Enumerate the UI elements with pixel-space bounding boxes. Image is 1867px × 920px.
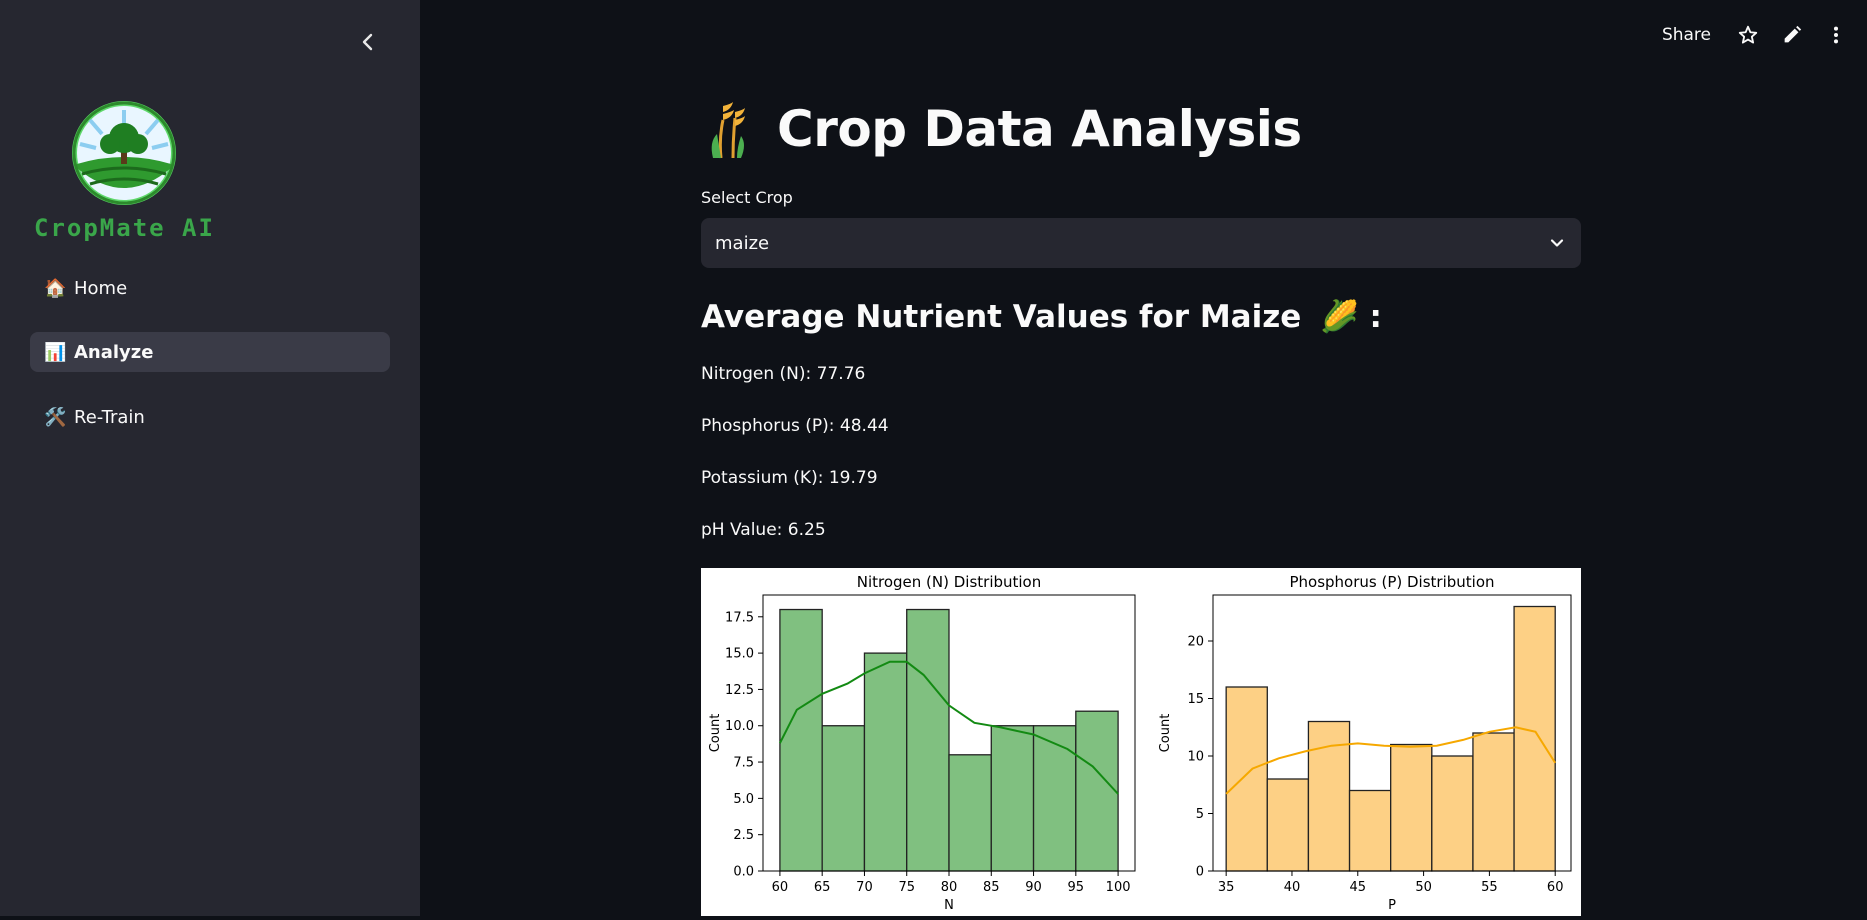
sidebar-item-retrain[interactable]: 🛠️ Re-Train bbox=[30, 397, 390, 437]
edit-pencil-icon[interactable] bbox=[1781, 24, 1803, 46]
chart-2-kde-line bbox=[1225, 726, 1557, 795]
chart-1-bar bbox=[1075, 710, 1119, 872]
select-crop-label: Select Crop bbox=[701, 188, 793, 207]
chart-1-ytick-label: 0.0 bbox=[733, 865, 754, 880]
sidebar-item-label: Home bbox=[74, 277, 128, 299]
section-title: Average Nutrient Values for Maize 🌽 : bbox=[701, 298, 1382, 335]
chart-2-bar bbox=[1513, 605, 1556, 872]
chart-1-xtick-label: 60 bbox=[772, 880, 789, 895]
crop-select-value: maize bbox=[715, 232, 770, 254]
chart-1-bar bbox=[779, 608, 823, 872]
chart-2-bar bbox=[1225, 686, 1268, 872]
chart-2-ytick-label: 10 bbox=[1187, 750, 1204, 765]
chart-1-ytick-label: 7.5 bbox=[733, 756, 754, 771]
sidebar-item-home[interactable]: 🏠 Home bbox=[30, 268, 390, 308]
section-title-text: Average Nutrient Values for Maize bbox=[701, 299, 1302, 335]
crop-select[interactable]: maize bbox=[701, 218, 1581, 268]
chart-2-bar bbox=[1348, 789, 1392, 872]
chart-2-xtick-label: 35 bbox=[1218, 880, 1235, 895]
chart-2-xtick-label: 50 bbox=[1415, 880, 1432, 895]
chart-1-ytick-label: 15.0 bbox=[725, 647, 754, 662]
chart-2-bar bbox=[1431, 755, 1474, 872]
sidebar-item-label: Re-Train bbox=[74, 406, 145, 428]
logo bbox=[30, 98, 230, 248]
chart-2-xlabel: P bbox=[1388, 898, 1396, 913]
chart-1-bar bbox=[863, 652, 908, 872]
chart-1-bar bbox=[906, 608, 950, 872]
charts-panel: Nitrogen (N) Distribution 60 65 70 75 80 85 90 9… bbox=[701, 568, 1581, 916]
sidebar: CropMate AI 🏠 Home 📊 Analyze 🛠️ Re-Train bbox=[0, 0, 420, 916]
chart-2-ytick-label: 0 bbox=[1196, 865, 1204, 880]
chart-1-xtick-label: 65 bbox=[814, 880, 831, 895]
chart-2-ytick-label: 5 bbox=[1196, 807, 1204, 822]
chart-1-xtick-label: 85 bbox=[983, 880, 1000, 895]
logo-emblem-icon bbox=[72, 101, 176, 205]
chart-2-frame bbox=[1212, 594, 1572, 872]
chart-2-xtick-label: 60 bbox=[1547, 880, 1564, 895]
chevron-down-icon[interactable] bbox=[1547, 233, 1567, 253]
nitrogen-value: Nitrogen (N): 77.76 bbox=[701, 364, 866, 384]
chart-1-ytick-label: 17.5 bbox=[725, 610, 754, 625]
chart-2-xtick-label: 55 bbox=[1481, 880, 1498, 895]
potassium-value: Potassium (K): 19.79 bbox=[701, 468, 878, 488]
corn-icon: 🌽 bbox=[1320, 299, 1359, 335]
chart-1-kde-line bbox=[779, 660, 1119, 795]
chart-2-ylabel: Count bbox=[1158, 714, 1173, 753]
chart-1-xtick-label: 95 bbox=[1068, 880, 1085, 895]
chevron-left-icon[interactable] bbox=[356, 30, 380, 54]
star-icon[interactable] bbox=[1737, 24, 1759, 46]
ph-value: pH Value: 6.25 bbox=[701, 520, 826, 540]
chart-1-bar bbox=[990, 725, 1035, 872]
chart-2-title: Phosphorus (P) Distribution bbox=[1289, 573, 1494, 591]
chart-1-ytick-label: 10.0 bbox=[725, 719, 754, 734]
chart-2-xtick-label: 45 bbox=[1350, 880, 1367, 895]
chart-1-xtick-label: 70 bbox=[856, 880, 873, 895]
house-icon: 🏠 bbox=[44, 277, 67, 299]
sidebar-item-analyze[interactable]: 📊 Analyze bbox=[30, 332, 390, 372]
chart-1-ylabel: Count bbox=[708, 714, 723, 753]
chart-1-ytick-label: 12.5 bbox=[725, 683, 754, 698]
chart-2-bar bbox=[1266, 778, 1310, 872]
chart-1-bar bbox=[948, 754, 992, 872]
chart-1-xtick-label: 75 bbox=[898, 880, 915, 895]
chart-1-bar bbox=[1032, 725, 1077, 872]
chart-1-xtick-label: 80 bbox=[941, 880, 958, 895]
page-title: Crop Data Analysis bbox=[777, 100, 1302, 158]
chart-1-title: Nitrogen (N) Distribution bbox=[857, 573, 1042, 591]
chart-1-ytick-label: 2.5 bbox=[733, 828, 754, 843]
chart-1-ytick-label: 5.0 bbox=[733, 792, 754, 807]
wheat-icon bbox=[711, 102, 745, 159]
more-vertical-icon[interactable] bbox=[1825, 24, 1847, 46]
phosphorus-value: Phosphorus (P): 48.44 bbox=[701, 416, 889, 436]
title-row: Crop Data Analysis bbox=[701, 98, 1302, 160]
bar-chart-icon: 📊 bbox=[44, 341, 67, 363]
chart-1-bar bbox=[821, 725, 866, 872]
sidebar-item-label: Analyze bbox=[74, 341, 154, 363]
chart-2-bar bbox=[1472, 732, 1515, 872]
logo-text: CropMate AI bbox=[34, 214, 215, 242]
chart-1-xtick-label: 90 bbox=[1025, 880, 1042, 895]
section-title-suffix: : bbox=[1369, 299, 1382, 335]
chart-1-xtick-label: 100 bbox=[1106, 880, 1131, 895]
chart-1-xlabel: N bbox=[944, 898, 954, 913]
chart-2-xtick-label: 40 bbox=[1284, 880, 1301, 895]
toolbar: Share bbox=[1662, 24, 1847, 46]
chart-2-ytick-label: 15 bbox=[1187, 692, 1204, 707]
chart-2-ytick-label: 20 bbox=[1187, 635, 1204, 650]
distribution-charts: Nitrogen (N) Distribution 60 65 70 75 80 85 90 9… bbox=[708, 573, 1572, 913]
share-button[interactable]: Share bbox=[1661, 25, 1711, 45]
chart-2-bar bbox=[1390, 743, 1433, 872]
tools-icon: 🛠️ bbox=[44, 406, 67, 428]
